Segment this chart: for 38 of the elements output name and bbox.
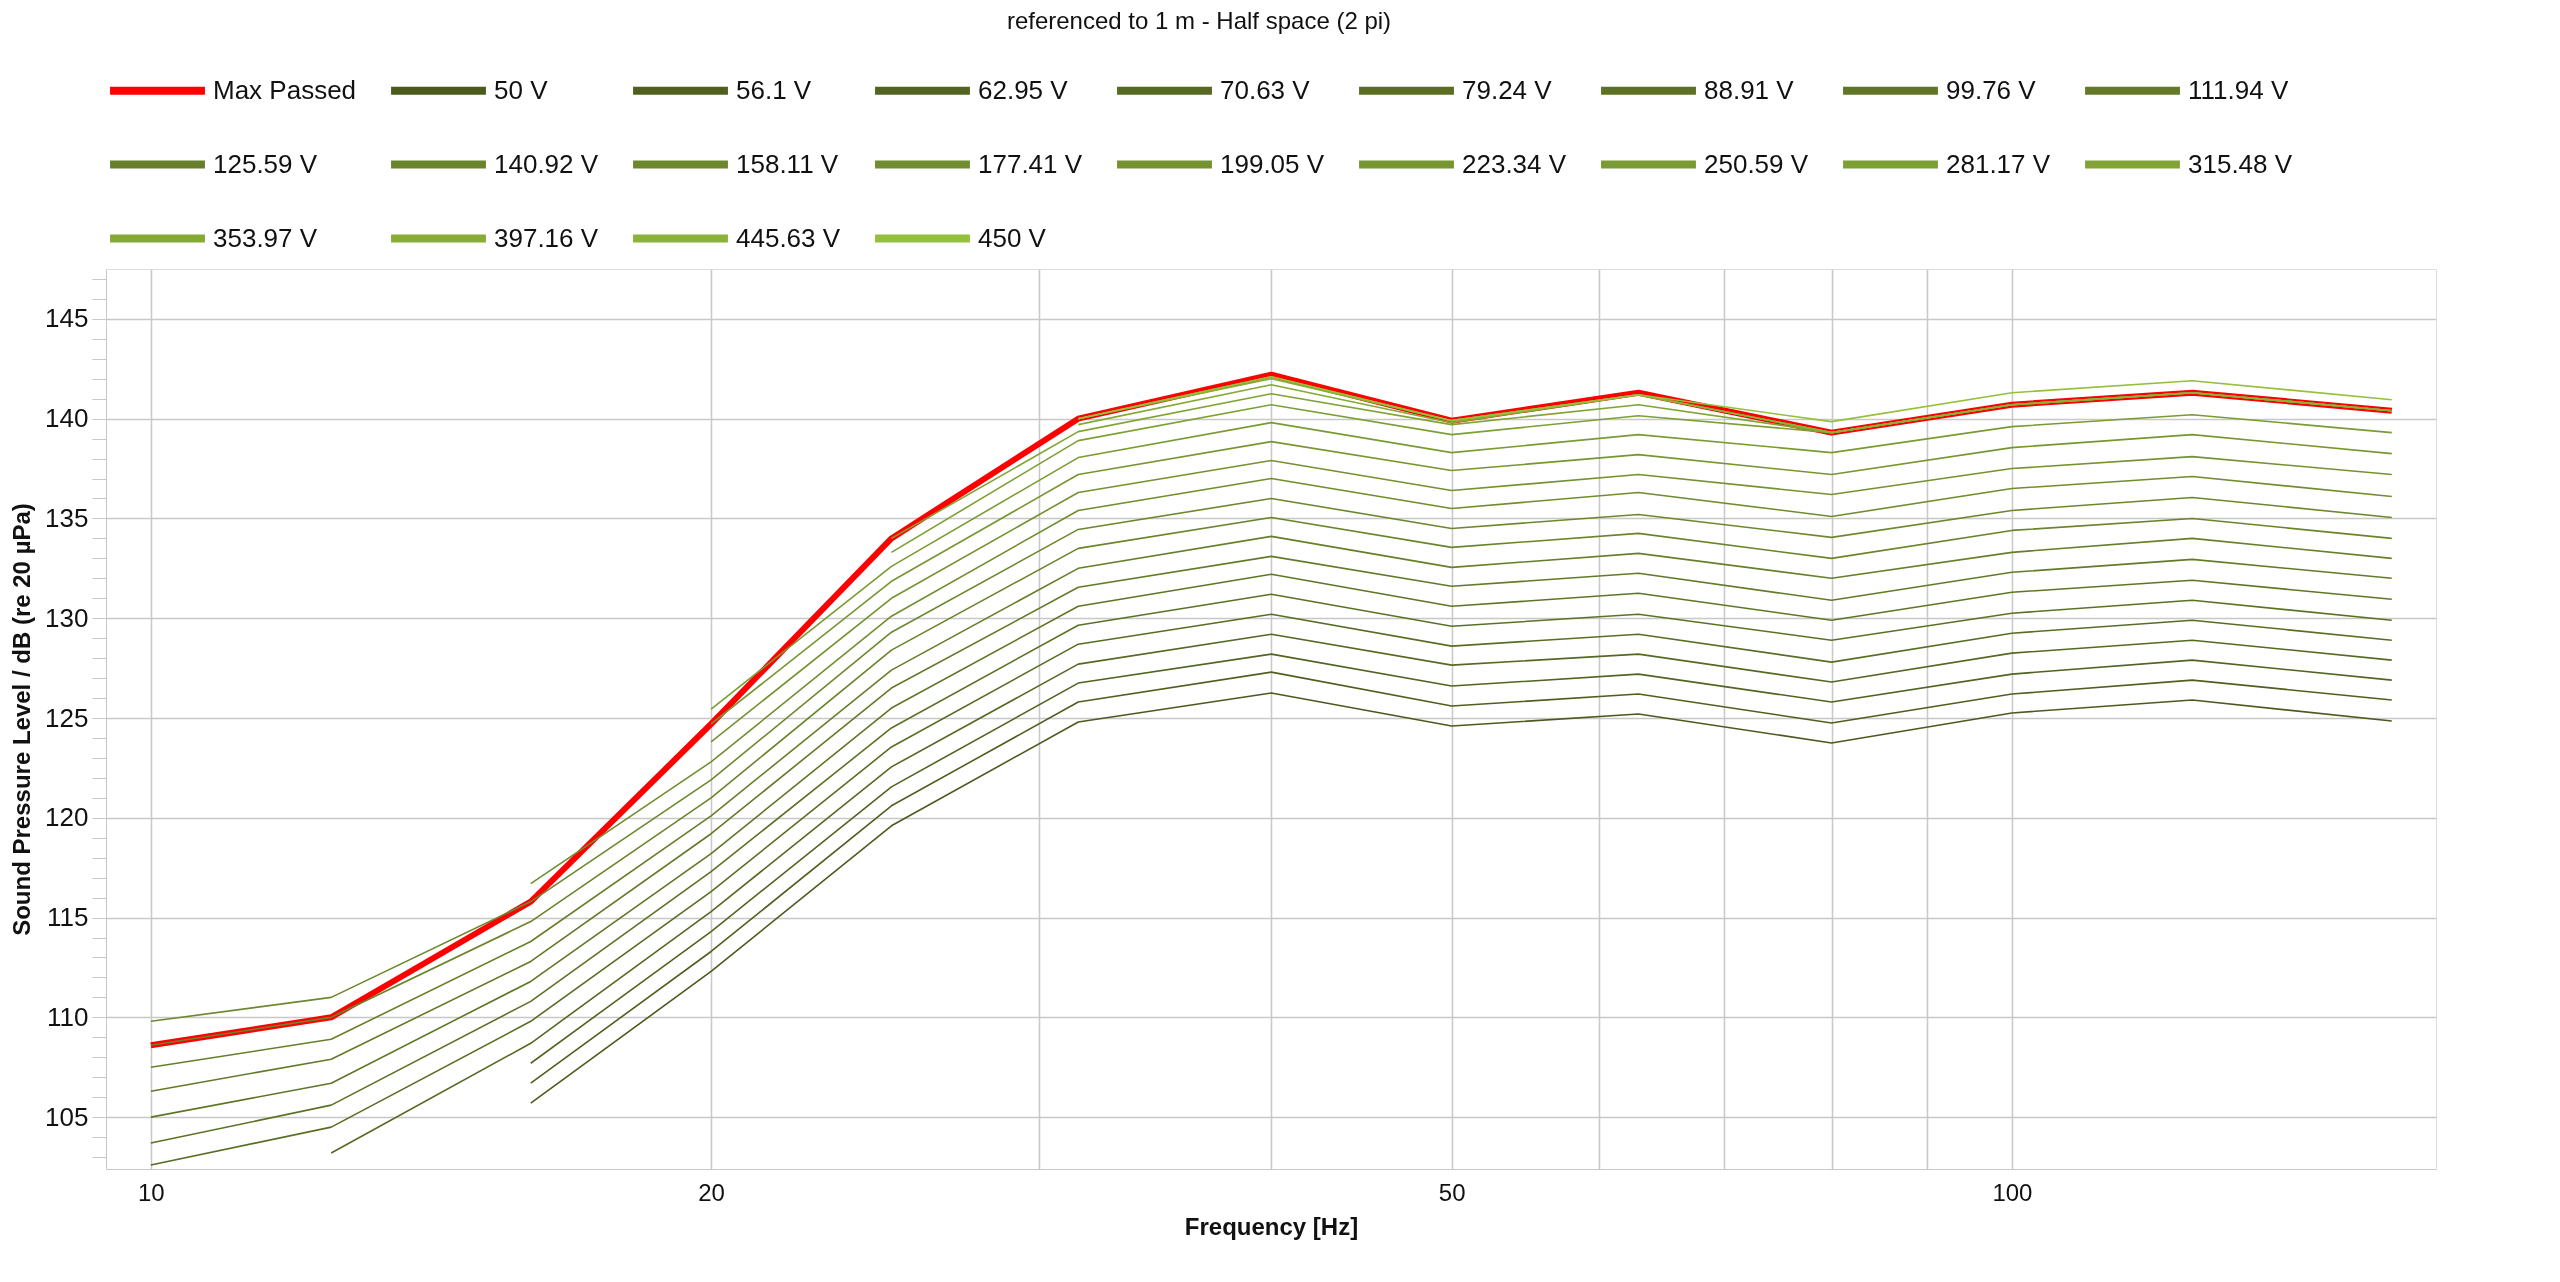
legend-label: 450 V [978, 222, 1047, 253]
legend-label: 50 V [494, 74, 549, 105]
legend-label: 125.59 V [213, 148, 318, 179]
y-tick-label: 125 [45, 702, 89, 733]
legend-label: 315.48 V [2188, 148, 2293, 179]
x-tick-label: 50 [1438, 1178, 1466, 1206]
y-tick-label: 115 [47, 902, 89, 933]
legend-label: 158.11 V [736, 148, 839, 179]
legend-label: 56.1 V [736, 74, 812, 105]
legend-label: 140.92 V [494, 148, 599, 179]
legend-label: 199.05 V [1220, 148, 1325, 179]
y-tick-label: 130 [45, 602, 89, 633]
legend-label: 70.63 V [1220, 74, 1311, 105]
legend-label: 250.59 V [1704, 148, 1809, 179]
x-axis-title: Frequency [Hz] [1184, 1212, 1359, 1240]
x-tick-label: 100 [1992, 1178, 2033, 1206]
legend-label: 397.16 V [494, 222, 599, 253]
y-tick-label: 135 [45, 502, 89, 533]
x-tick-label: 20 [698, 1178, 725, 1206]
legend-label: 111.94 V [2188, 74, 2289, 105]
y-tick-label: 145 [45, 303, 89, 334]
legend-title: referenced to 1 m - Half space (2 pi) [1006, 7, 1392, 34]
legend-label: 353.97 V [213, 222, 318, 253]
y-tick-label: 105 [45, 1101, 89, 1132]
legend-label: 79.24 V [1462, 74, 1553, 105]
y-axis-title: Sound Pressure Level / dB (re 20 µPa) [8, 503, 36, 936]
x-tick-label: 10 [138, 1178, 165, 1206]
y-tick-label: 120 [45, 802, 89, 833]
legend-label: 177.41 V [978, 148, 1083, 179]
legend-label: 445.63 V [736, 222, 841, 253]
legend-label: 223.34 V [1462, 148, 1567, 179]
legend-label: 99.76 V [1946, 74, 2037, 105]
y-tick-label: 110 [47, 1001, 89, 1032]
y-tick-label: 140 [45, 403, 89, 434]
legend-label: 88.91 V [1704, 74, 1795, 105]
legend-label: Max Passed [213, 74, 357, 105]
legend-label: 281.17 V [1946, 148, 2051, 179]
legend-label: 62.95 V [978, 74, 1069, 105]
